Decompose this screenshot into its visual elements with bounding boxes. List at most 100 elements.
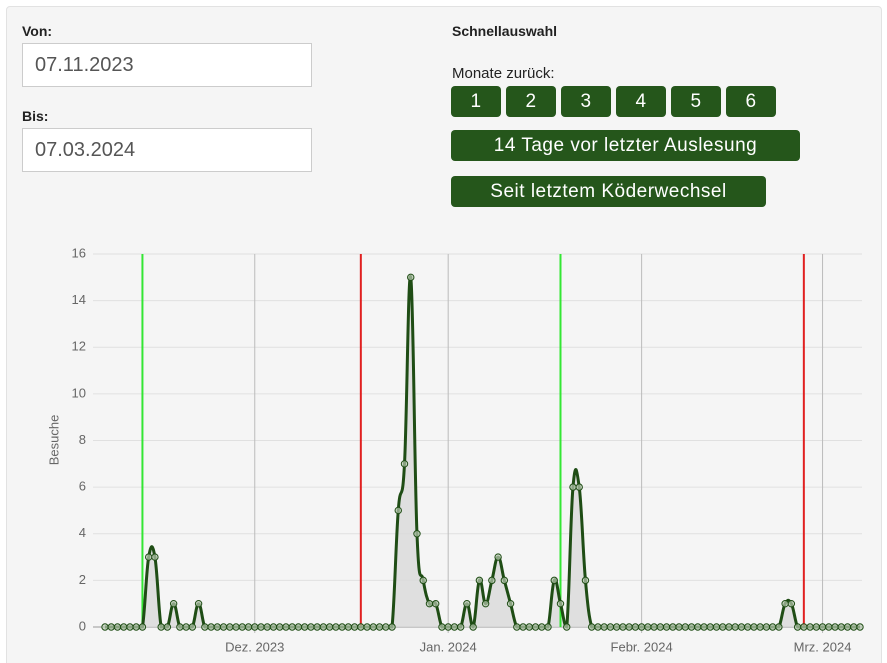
point: [837, 623, 845, 631]
point: [662, 623, 671, 631]
point: [644, 623, 652, 631]
month-button[interactable]: 1: [451, 86, 501, 117]
point: [319, 623, 328, 631]
point: [163, 623, 172, 631]
point: [762, 623, 771, 631]
point: [157, 623, 165, 631]
point: [213, 623, 222, 631]
point: [182, 623, 190, 631]
point: [188, 623, 197, 631]
point: [101, 623, 109, 631]
line: [105, 275, 860, 629]
point: [469, 623, 477, 631]
y-tick-label: 4: [79, 525, 86, 540]
point: [812, 623, 821, 631]
point: [712, 623, 721, 631]
point: [313, 623, 321, 631]
point: [463, 599, 471, 608]
point: [350, 623, 359, 631]
point: [669, 623, 677, 631]
x-tick-label: Jan. 2024: [420, 639, 477, 654]
point: [818, 623, 827, 631]
point: [263, 623, 271, 631]
point: [194, 599, 203, 608]
month-button[interactable]: 5: [671, 86, 721, 117]
point: [425, 599, 434, 608]
point: [269, 623, 278, 631]
point: [793, 623, 802, 631]
y-tick-label: 14: [72, 292, 86, 307]
point: [625, 623, 633, 631]
from-input[interactable]: 07.11.2023: [22, 43, 312, 87]
point: [587, 623, 596, 631]
point: [531, 623, 540, 631]
month-button[interactable]: 2: [506, 86, 556, 117]
month-button[interactable]: 4: [616, 86, 666, 117]
point: [307, 623, 315, 631]
point: [432, 599, 440, 608]
point: [488, 576, 496, 585]
month-button[interactable]: 3: [561, 86, 611, 117]
point: [294, 623, 303, 631]
point: [831, 623, 839, 631]
y-tick-label: 8: [79, 432, 86, 447]
point: [438, 623, 446, 631]
quick-title: Schnellauswahl: [452, 23, 558, 39]
point: [743, 623, 752, 631]
button[interactable]: 14 Tage vor letzter Auslesung: [451, 130, 800, 161]
point: [288, 623, 296, 631]
x-tick-label: Dez. 2023: [225, 639, 284, 654]
months-label: Monate zurück:: [452, 65, 555, 82]
point: [706, 623, 714, 631]
point: [120, 623, 128, 631]
point: [151, 553, 159, 561]
point: [556, 599, 565, 608]
month-button[interactable]: 6: [726, 86, 776, 117]
point: [513, 623, 521, 631]
point: [600, 623, 608, 631]
point: [681, 623, 689, 631]
point: [338, 623, 346, 631]
point: [806, 623, 814, 631]
point: [475, 576, 484, 585]
point: [407, 273, 415, 282]
point: [413, 530, 421, 538]
point: [550, 576, 558, 585]
point: [843, 623, 852, 631]
point: [687, 623, 696, 631]
point: [544, 623, 552, 631]
y-axis-label: Besuche: [46, 415, 61, 466]
point: [444, 623, 452, 631]
point: [781, 599, 789, 608]
point: [450, 623, 459, 631]
from-label: Von:: [22, 23, 53, 39]
point: [232, 623, 240, 631]
point: [768, 623, 777, 631]
to-input[interactable]: 07.03.2024: [22, 128, 312, 172]
point: [719, 623, 727, 631]
point: [244, 623, 253, 631]
point: [825, 623, 833, 631]
point: [382, 623, 390, 631]
point: [637, 623, 646, 631]
y-tick-label: 16: [72, 245, 86, 260]
point: [787, 599, 796, 608]
point: [569, 483, 577, 491]
to-label: Bis:: [22, 108, 49, 124]
point: [594, 623, 602, 631]
point: [207, 623, 215, 631]
point: [775, 623, 783, 631]
point: [506, 599, 515, 608]
point: [201, 623, 209, 631]
point: [363, 623, 371, 631]
point: [675, 623, 683, 631]
point: [850, 623, 858, 631]
button[interactable]: Seit letztem Köderwechsel: [451, 176, 766, 207]
point: [694, 623, 702, 631]
point: [300, 623, 309, 631]
point: [107, 623, 115, 631]
point: [400, 460, 409, 468]
point: [756, 623, 764, 631]
x-tick-label: Febr. 2024: [611, 639, 673, 654]
